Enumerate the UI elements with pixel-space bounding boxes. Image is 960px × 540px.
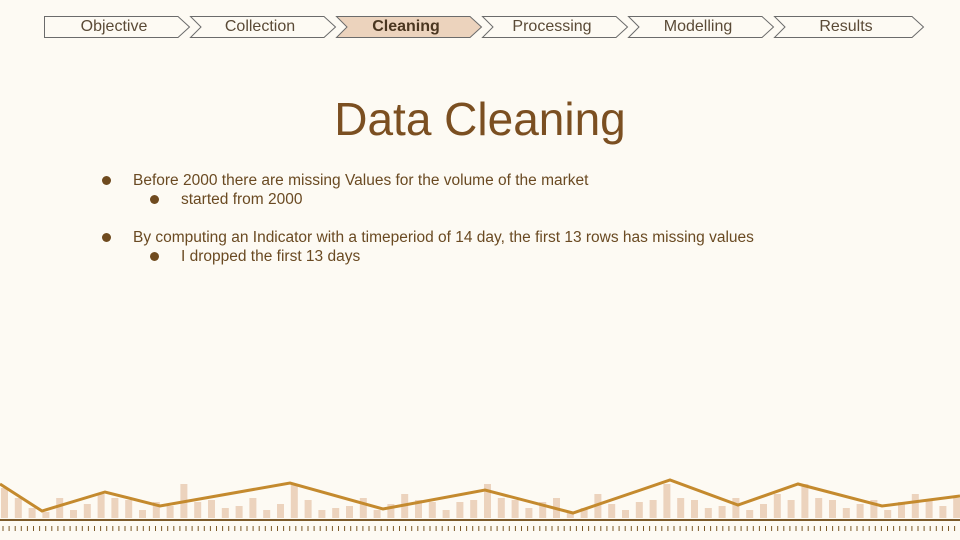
- decorative-bar: [911, 494, 919, 518]
- decorative-bar: [28, 508, 36, 518]
- decorative-bar: [898, 502, 905, 518]
- chevron-shape: [627, 16, 775, 38]
- decorative-bar: [525, 508, 533, 518]
- chevron-shape: [335, 16, 483, 38]
- decorative-bar: [539, 502, 547, 518]
- sub-bullet-dot-icon: [150, 195, 159, 204]
- decorative-bar: [773, 494, 781, 518]
- decorative-bar: [263, 510, 271, 518]
- decorative-bar: [249, 498, 257, 518]
- chevron-shape: [773, 16, 925, 38]
- decorative-bar: [235, 506, 243, 518]
- decorative-bar: [415, 500, 422, 518]
- bullet-dot-icon: [102, 176, 111, 185]
- nav-step-label: Collection: [224, 18, 296, 35]
- progress-nav: Objective Collection Cleaning Processing…: [44, 16, 925, 38]
- decorative-bar: [456, 502, 464, 518]
- nav-step-objective[interactable]: Objective: [44, 16, 191, 38]
- decorative-bar: [14, 498, 22, 518]
- chevron-shape: [44, 16, 191, 38]
- decorative-bar: [732, 498, 740, 518]
- decorative-bar: [787, 500, 795, 518]
- sub-bullet-dot-icon: [150, 252, 159, 261]
- decorative-bar: [663, 484, 671, 518]
- decorative-bar: [139, 510, 146, 518]
- decorative-bar: [760, 504, 767, 518]
- decorative-bar: [677, 498, 685, 518]
- decorative-bar: [580, 508, 588, 518]
- decorative-bar: [704, 508, 712, 518]
- nav-step-label: Objective: [80, 18, 148, 35]
- decorative-bar: [442, 510, 450, 518]
- decorative-bar: [856, 504, 864, 518]
- decorative-bar: [208, 500, 215, 518]
- slide-title: Data Cleaning: [334, 93, 626, 145]
- decorative-bar: [318, 510, 326, 518]
- decorative-bar: [746, 510, 754, 518]
- decorative-bar: [290, 484, 298, 518]
- decorative-bar: [484, 484, 491, 518]
- decorative-bar: [56, 498, 64, 518]
- nav-step-collection[interactable]: Collection: [189, 16, 337, 38]
- decorative-bar: [691, 500, 698, 518]
- decorative-bar: [373, 510, 381, 518]
- bullet-text: Before 2000 there are missing Values for…: [133, 172, 589, 189]
- sub-bullet-text: I dropped the first 13 days: [181, 248, 361, 265]
- decorative-bar: [829, 500, 836, 518]
- decorative-bar: [346, 506, 353, 518]
- decorative-bar: [939, 506, 947, 518]
- decorative-bar: [428, 502, 436, 518]
- decorative-bar: [359, 498, 367, 518]
- decorative-bar: [97, 494, 105, 518]
- decorative-bar: [870, 500, 878, 518]
- decorative-bar: [277, 504, 284, 518]
- bullet-dot-icon: [102, 233, 111, 242]
- decorative-bar: [332, 508, 340, 518]
- decorative-bar: [42, 512, 50, 518]
- nav-step-cleaning[interactable]: Cleaning: [335, 16, 483, 38]
- decorative-bar: [304, 500, 312, 518]
- decorative-bar: [815, 498, 823, 518]
- decorative-bar: [842, 508, 850, 518]
- decorative-bar: [649, 500, 657, 518]
- nav-step-label: Cleaning: [372, 18, 440, 35]
- decorative-bar: [166, 506, 174, 518]
- decorative-chart-footer: [0, 478, 960, 531]
- decorative-bar: [497, 498, 505, 518]
- decorative-trend-line: [0, 478, 960, 515]
- decorative-bar: [194, 502, 202, 518]
- chevron-shape: [481, 16, 629, 38]
- nav-step-label: Results: [819, 18, 873, 35]
- sub-bullet-text: started from 2000: [181, 191, 303, 208]
- decorative-bar: [622, 510, 629, 518]
- decorative-bar: [884, 510, 892, 518]
- decorative-bar: [70, 510, 77, 518]
- nav-step-processing[interactable]: Processing: [481, 16, 629, 38]
- decorative-bar: [925, 500, 933, 518]
- decorative-bar: [608, 504, 616, 518]
- decorative-bar: [111, 498, 119, 518]
- decorative-bar: [387, 504, 395, 518]
- decorative-bar: [511, 500, 519, 518]
- decorative-bar: [635, 502, 643, 518]
- nav-step-label: Modelling: [663, 18, 733, 35]
- decorative-bar: [470, 500, 478, 518]
- decorative-bar: [83, 504, 91, 518]
- chevron-shape: [189, 16, 337, 38]
- nav-step-modelling[interactable]: Modelling: [627, 16, 775, 38]
- decorative-bar: [953, 498, 960, 518]
- decorative-bar: [566, 512, 574, 518]
- decorative-bar: [152, 502, 160, 518]
- decorative-bar: [801, 484, 809, 518]
- decorative-bar: [718, 506, 726, 518]
- decorative-bar: [1, 488, 8, 518]
- decorative-bar: [221, 508, 229, 518]
- decorative-bar: [125, 500, 133, 518]
- bullet-text: By computing an Indicator with a timeper…: [133, 229, 754, 246]
- nav-step-results[interactable]: Results: [773, 16, 925, 38]
- nav-step-label: Processing: [512, 18, 592, 35]
